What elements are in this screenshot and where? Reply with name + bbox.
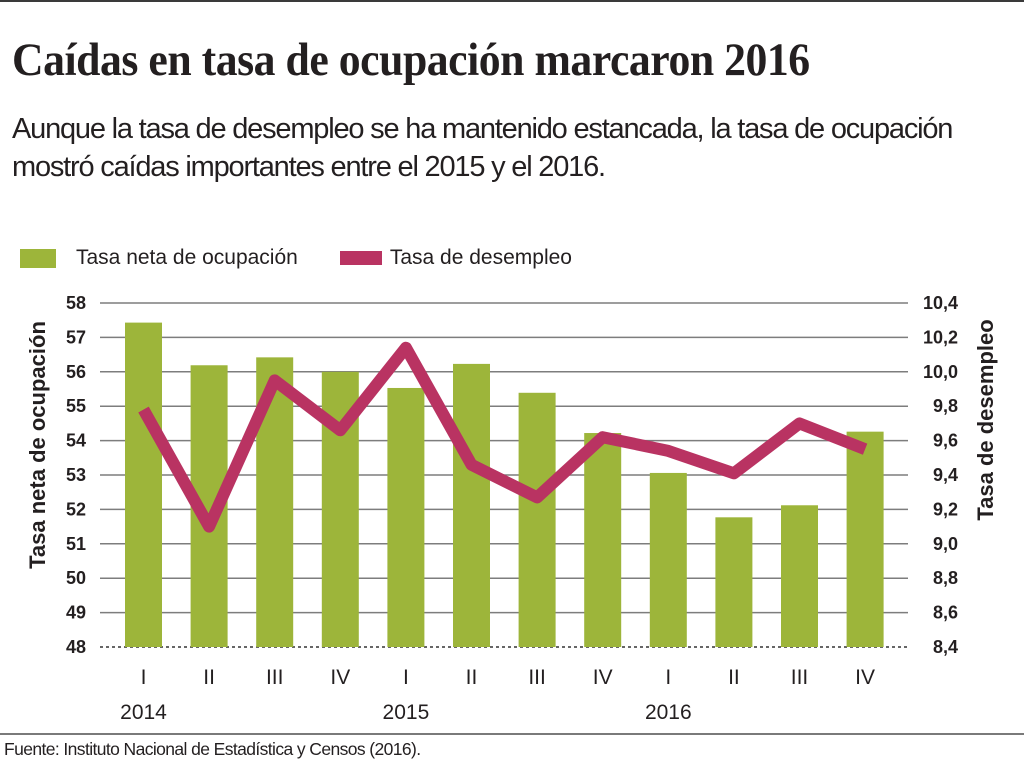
right-tick-label: 8,4 — [933, 637, 958, 657]
right-tick-label: 8,8 — [933, 568, 958, 588]
bar — [781, 505, 818, 647]
left-axis-ticks: 58 57 56 55 54 53 52 51 50 49 48 — [66, 293, 86, 657]
left-tick-label: 55 — [66, 396, 86, 416]
legend-item-desempleo: Tasa de desempleo — [339, 246, 572, 270]
left-tick-label: 57 — [66, 327, 86, 347]
left-tick-label: 48 — [66, 637, 86, 657]
quarter-label: III — [528, 666, 546, 689]
source-note: Fuente: Instituto Nacional de Estadístic… — [4, 739, 421, 759]
chart: 58 57 56 55 54 53 52 51 50 49 48 10,4 10,2 10,0 9,8 9,… — [25, 293, 998, 724]
right-tick-label: 9,0 — [933, 534, 958, 554]
quarter-label: IV — [593, 666, 613, 689]
quarter-label: I — [141, 666, 147, 689]
chart-title: Caídas en tasa de ocupación marcaron 201… — [12, 34, 810, 86]
quarter-label: III — [791, 666, 809, 689]
bar — [584, 433, 622, 647]
left-tick-label: 50 — [66, 568, 86, 588]
quarter-label: II — [466, 666, 478, 689]
left-tick-label: 54 — [66, 431, 86, 451]
quarter-label: III — [266, 666, 284, 689]
right-tick-label: 8,6 — [933, 603, 958, 623]
legend-item-ocupacion: Tasa neta de ocupación — [20, 246, 298, 270]
unemployment-line — [138, 341, 868, 533]
bar — [387, 387, 425, 647]
legend-label-ocupacion: Tasa neta de ocupación — [76, 246, 298, 269]
left-tick-label: 58 — [66, 293, 86, 313]
quarter-label: II — [728, 666, 740, 689]
right-tick-label: 10,2 — [923, 327, 958, 347]
chart-subtitle: Aunque la tasa de desempleo se ha manten… — [12, 113, 953, 183]
right-tick-label: 9,6 — [933, 431, 958, 451]
right-tick-label: 9,4 — [933, 465, 958, 485]
right-axis-title: Tasa de desempleo — [973, 319, 998, 520]
top-rule — [0, 0, 1024, 2]
left-tick-label: 52 — [66, 499, 86, 519]
quarter-label: IV — [330, 666, 350, 689]
quarter-label: I — [665, 666, 671, 689]
right-tick-label: 10,0 — [923, 362, 958, 382]
line-series — [138, 341, 868, 533]
right-tick-label: 10,4 — [923, 293, 958, 313]
bar — [649, 472, 687, 647]
left-tick-label: 53 — [66, 465, 86, 485]
legend: Tasa neta de ocupación Tasa de desempleo — [20, 246, 614, 270]
legend-label-desempleo: Tasa de desempleo — [389, 246, 572, 269]
legend-swatch-bar — [20, 248, 56, 268]
quarter-label: II — [203, 666, 215, 689]
quarter-label: I — [403, 666, 409, 689]
bar — [125, 322, 162, 647]
footer-rule — [0, 733, 1024, 735]
right-tick-label: 9,2 — [933, 499, 958, 519]
year-label: 2015 — [383, 701, 430, 724]
right-tick-label: 9,8 — [933, 396, 958, 416]
bar — [715, 517, 753, 647]
bar — [518, 392, 556, 647]
quarter-label: IV — [855, 666, 875, 689]
left-tick-label: 51 — [66, 534, 86, 554]
left-tick-label: 49 — [66, 603, 86, 623]
left-tick-label: 56 — [66, 362, 86, 382]
year-label: 2014 — [120, 701, 167, 724]
legend-swatch-line — [339, 251, 382, 265]
right-axis-ticks: 10,4 10,2 10,0 9,8 9,6 9,4 9,2 9,0 8,8 8,6 8,4 — [923, 293, 958, 657]
gridlines — [100, 302, 908, 648]
bar — [846, 431, 884, 647]
bar — [453, 363, 490, 647]
year-label: 2016 — [645, 701, 692, 724]
left-axis-title: Tasa neta de ocupación — [25, 321, 50, 569]
